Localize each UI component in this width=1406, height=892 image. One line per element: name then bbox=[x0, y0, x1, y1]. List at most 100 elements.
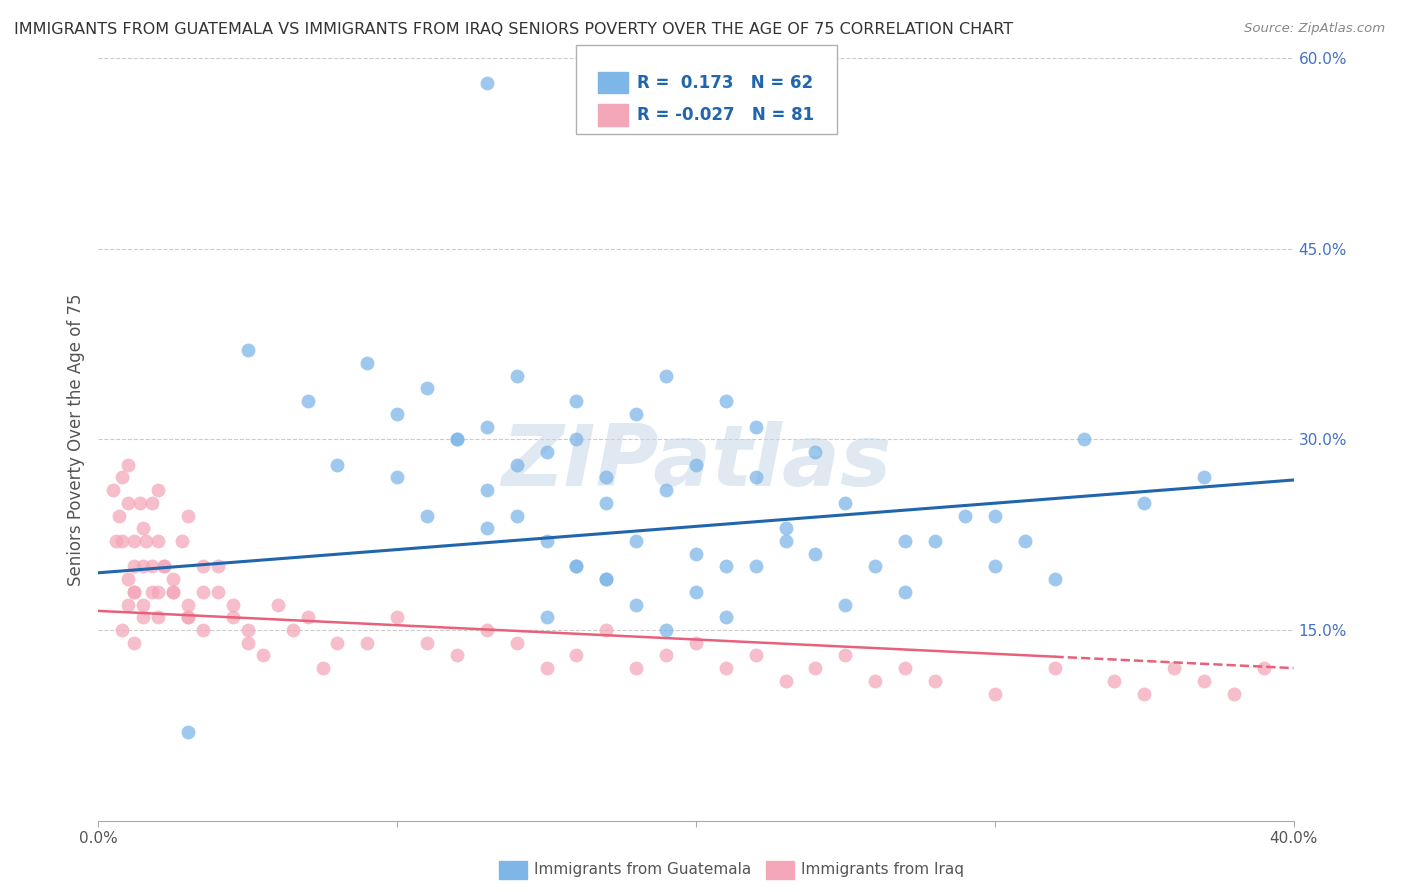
Point bbox=[984, 687, 1007, 701]
Point bbox=[416, 635, 439, 649]
Point bbox=[626, 598, 648, 612]
Point bbox=[124, 635, 146, 649]
Point bbox=[804, 547, 827, 561]
Point bbox=[804, 661, 827, 675]
Point bbox=[356, 635, 378, 649]
Point bbox=[655, 623, 678, 637]
Point bbox=[565, 394, 588, 409]
Point bbox=[446, 433, 468, 447]
Point bbox=[685, 635, 707, 649]
Point bbox=[132, 559, 155, 574]
Point bbox=[148, 610, 170, 624]
Point bbox=[894, 533, 917, 548]
Point bbox=[117, 458, 139, 472]
Point bbox=[446, 433, 468, 447]
Point bbox=[834, 598, 856, 612]
Point bbox=[1014, 533, 1036, 548]
Point bbox=[297, 610, 319, 624]
Point bbox=[191, 585, 214, 599]
Point bbox=[103, 483, 125, 498]
Point bbox=[153, 559, 176, 574]
Point bbox=[129, 496, 152, 510]
Point bbox=[416, 508, 439, 523]
Point bbox=[865, 673, 887, 688]
Point bbox=[1043, 661, 1066, 675]
Point bbox=[172, 533, 194, 548]
Point bbox=[775, 673, 797, 688]
Point bbox=[117, 496, 139, 510]
Point bbox=[252, 648, 274, 663]
Point bbox=[446, 648, 468, 663]
Point bbox=[191, 559, 214, 574]
Point bbox=[207, 559, 229, 574]
Point bbox=[595, 572, 617, 586]
Text: R =  0.173   N = 62: R = 0.173 N = 62 bbox=[637, 74, 813, 92]
Point bbox=[475, 623, 498, 637]
Point bbox=[475, 76, 498, 90]
Point bbox=[595, 572, 617, 586]
Point bbox=[297, 394, 319, 409]
Point bbox=[626, 533, 648, 548]
Point bbox=[105, 533, 128, 548]
Point bbox=[685, 547, 707, 561]
Point bbox=[111, 623, 134, 637]
Point bbox=[132, 598, 155, 612]
Point bbox=[207, 585, 229, 599]
Point bbox=[745, 419, 768, 434]
Point bbox=[162, 585, 184, 599]
Point bbox=[141, 585, 163, 599]
Point bbox=[506, 368, 529, 383]
Point bbox=[162, 572, 184, 586]
Point bbox=[1043, 572, 1066, 586]
Point bbox=[1073, 433, 1095, 447]
Point bbox=[385, 470, 409, 484]
Point bbox=[153, 559, 176, 574]
Point bbox=[222, 598, 245, 612]
Point bbox=[685, 585, 707, 599]
Point bbox=[177, 508, 200, 523]
Point bbox=[117, 598, 139, 612]
Point bbox=[714, 610, 737, 624]
Point bbox=[267, 598, 290, 612]
Point bbox=[1253, 661, 1275, 675]
Y-axis label: Seniors Poverty Over the Age of 75: Seniors Poverty Over the Age of 75 bbox=[66, 293, 84, 585]
Point bbox=[655, 483, 678, 498]
Point bbox=[177, 598, 200, 612]
Text: IMMIGRANTS FROM GUATEMALA VS IMMIGRANTS FROM IRAQ SENIORS POVERTY OVER THE AGE O: IMMIGRANTS FROM GUATEMALA VS IMMIGRANTS … bbox=[14, 22, 1014, 37]
Point bbox=[775, 521, 797, 535]
Point bbox=[1192, 470, 1215, 484]
Point bbox=[894, 661, 917, 675]
Point bbox=[536, 610, 558, 624]
Point bbox=[311, 661, 333, 675]
Point bbox=[1133, 687, 1156, 701]
Point bbox=[714, 559, 737, 574]
Point bbox=[475, 419, 498, 434]
Point bbox=[626, 661, 648, 675]
Point bbox=[222, 610, 245, 624]
Point bbox=[984, 508, 1007, 523]
Point bbox=[536, 533, 558, 548]
Point bbox=[595, 623, 617, 637]
Point bbox=[117, 572, 139, 586]
Point bbox=[924, 533, 946, 548]
Point bbox=[148, 483, 170, 498]
Point bbox=[141, 559, 163, 574]
Point bbox=[385, 610, 409, 624]
Point bbox=[236, 623, 259, 637]
Point bbox=[191, 623, 214, 637]
Point bbox=[565, 559, 588, 574]
Point bbox=[148, 585, 170, 599]
Point bbox=[953, 508, 976, 523]
Point bbox=[135, 533, 157, 548]
Point bbox=[775, 533, 797, 548]
Point bbox=[745, 648, 768, 663]
Point bbox=[595, 496, 617, 510]
Point bbox=[714, 661, 737, 675]
Point bbox=[236, 343, 259, 358]
Point bbox=[565, 433, 588, 447]
Point bbox=[124, 533, 146, 548]
Point bbox=[124, 585, 146, 599]
Point bbox=[506, 508, 529, 523]
Point bbox=[536, 445, 558, 459]
Text: ZIPatlas: ZIPatlas bbox=[501, 421, 891, 504]
